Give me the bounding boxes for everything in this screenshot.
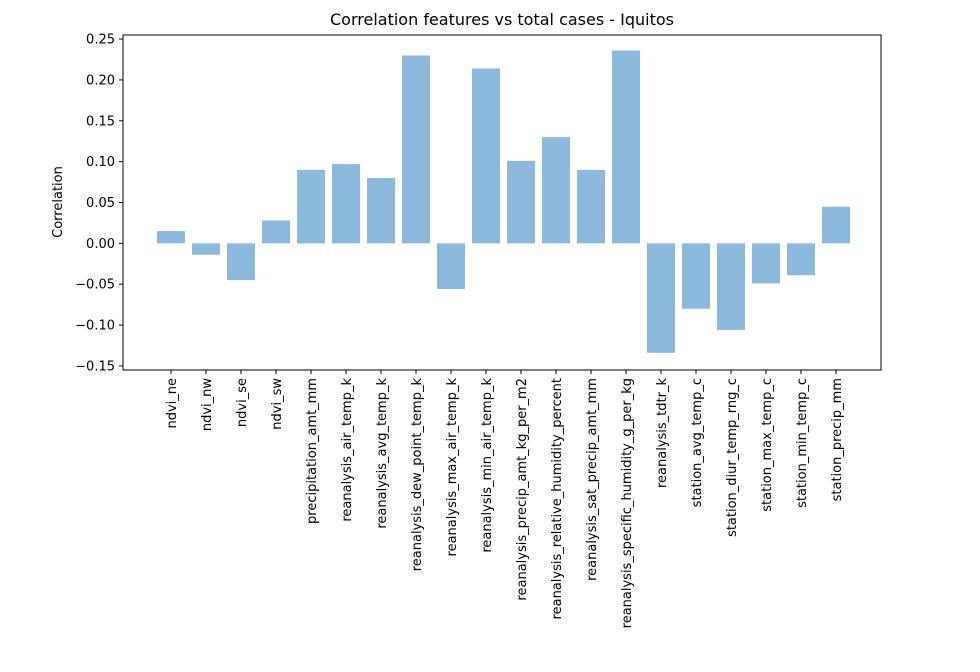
x-tick-label: ndvi_se: [235, 378, 250, 427]
bar-reanalysis-min-air-temp-k: [472, 68, 500, 244]
bar-reanalysis-relative-humidity-percent: [542, 137, 570, 244]
bar-station-diur-temp-rng-c: [717, 243, 745, 330]
x-tick-label: reanalysis_dew_point_temp_k: [410, 378, 425, 572]
chart-title: Correlation features vs total cases - Iq…: [330, 10, 674, 29]
x-tick-label: station_min_temp_c: [795, 378, 810, 508]
x-tick-label: reanalysis_max_air_temp_k: [445, 378, 460, 557]
bar-reanalysis-specific-humidity-g-per-kg: [612, 50, 640, 244]
bar-reanalysis-sat-precip-amt-mm: [577, 169, 605, 244]
x-tick-label: reanalysis_relative_humidity_percent: [550, 378, 565, 619]
bar-station-max-temp-c: [752, 243, 780, 284]
x-tick-label: station_diur_temp_rng_c: [725, 378, 740, 537]
bar-station-avg-temp-c: [682, 243, 710, 309]
x-tick-label: station_precip_mm: [830, 378, 845, 501]
x-tick-label: station_max_temp_c: [760, 378, 775, 512]
x-tick-label: reanalysis_sat_precip_amt_mm: [585, 378, 600, 581]
bar-ndvi-sw: [262, 220, 290, 244]
x-tick-label: precipitation_amt_mm: [305, 378, 320, 524]
x-axis-ticks: ndvi_ne ndvi_nw ndvi_se ndvi_sw precipitatio…: [165, 370, 845, 628]
x-tick-label: ndvi_nw: [200, 378, 215, 432]
bar-station-precip-mm: [822, 206, 850, 244]
bar-reanalysis-tdtr-k: [647, 243, 675, 353]
bar-reanalysis-avg-temp-k: [367, 177, 395, 244]
bar-reanalysis-air-temp-k: [332, 164, 360, 244]
x-tick-label: ndvi_sw: [270, 378, 285, 430]
y-tick-label: 0.05: [86, 196, 115, 211]
x-tick-label: reanalysis_specific_humidity_g_per_kg: [620, 378, 635, 628]
x-tick-label: reanalysis_min_air_temp_k: [480, 378, 495, 553]
x-tick-label: reanalysis_avg_temp_k: [375, 378, 390, 529]
x-tick-label: reanalysis_tdtr_k: [655, 378, 670, 488]
plot-area-frame: [122, 34, 882, 371]
y-tick-label: −0.10: [75, 319, 115, 334]
y-tick-label: −0.05: [75, 278, 115, 293]
bars-group: [157, 50, 850, 353]
x-tick-label: reanalysis_precip_amt_kg_per_m2: [515, 378, 530, 601]
y-tick-label: −0.15: [75, 359, 115, 374]
bar-ndvi-ne: [157, 231, 185, 244]
bar-reanalysis-precip-amt-kg-per-m2: [507, 160, 535, 244]
bar-reanalysis-max-air-temp-k: [437, 243, 465, 290]
bar-station-min-temp-c: [787, 243, 815, 276]
x-tick-label: ndvi_ne: [165, 378, 180, 429]
y-tick-label: 0.25: [86, 33, 115, 48]
y-tick-label: 0.20: [86, 73, 115, 88]
y-tick-label: 0.00: [86, 237, 115, 252]
y-tick-label: 0.10: [86, 155, 115, 170]
y-tick-label: 0.15: [86, 114, 115, 129]
bar-precipitation-amt-mm: [297, 169, 325, 244]
y-axis-label: Correlation: [51, 166, 66, 238]
bar-ndvi-nw: [192, 243, 220, 255]
x-tick-label: reanalysis_air_temp_k: [340, 378, 355, 522]
bar-ndvi-se: [227, 243, 255, 281]
y-axis-ticks: −0.15 −0.10 −0.05 0.00 0.05 0.10 0.15 0.20 0.25: [75, 33, 123, 374]
bar-reanalysis-dew-point-temp-k: [402, 55, 430, 244]
x-tick-label: station_avg_temp_c: [690, 378, 705, 507]
